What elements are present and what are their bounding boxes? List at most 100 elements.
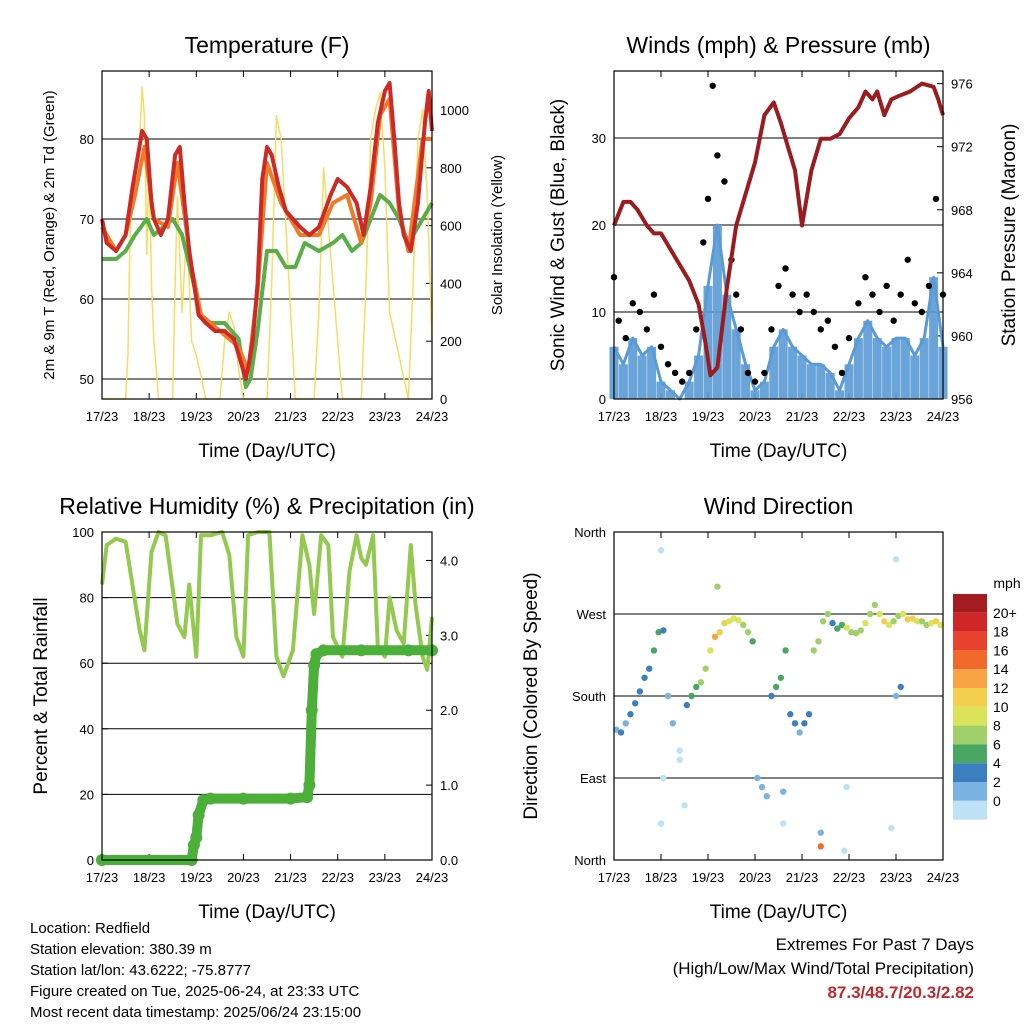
direction-point xyxy=(650,647,658,654)
chart-title: Winds (mph) & Pressure (mb) xyxy=(626,32,930,58)
y-tick-label: 30 xyxy=(592,131,606,146)
direction-point xyxy=(676,747,683,754)
precip-line xyxy=(102,645,432,865)
x-tick-label: 20/23 xyxy=(739,870,772,885)
gust-point xyxy=(883,282,890,290)
direction-point xyxy=(763,793,770,800)
direction-point xyxy=(636,688,644,695)
colorbar-swatch xyxy=(953,706,987,726)
direction-point xyxy=(801,720,808,727)
direction-point xyxy=(819,618,827,625)
x-tick-label: 18/23 xyxy=(133,409,166,424)
direction-point xyxy=(829,619,836,627)
y-right-tick-label: 972 xyxy=(951,140,973,155)
gust-point xyxy=(838,369,846,377)
direction-point xyxy=(711,633,719,640)
plot-border xyxy=(101,70,433,400)
direction-point xyxy=(772,683,780,691)
colorbar-swatch xyxy=(953,594,987,613)
direction-point xyxy=(866,610,874,618)
colorbar-label: 4 xyxy=(993,755,1001,771)
direction-point xyxy=(843,624,850,631)
direction-point xyxy=(688,692,695,700)
x-tick-label: 23/23 xyxy=(880,409,913,424)
y-tick-label: 20 xyxy=(80,787,94,802)
direction-point xyxy=(664,692,672,700)
y-right-axis-label: Solar Insolation (Yellow) xyxy=(489,155,506,315)
x-tick-label: 22/23 xyxy=(321,409,354,424)
direction-point xyxy=(631,700,639,707)
latlon-text: Station lat/lon: 43.6222; -75.8777 xyxy=(30,962,252,979)
plot-border xyxy=(613,531,944,861)
gust-point xyxy=(629,300,636,307)
colorbar-swatch xyxy=(953,669,987,688)
chart-title: Temperature (F) xyxy=(185,32,350,58)
extremes-subtitle: (High/Low/Max Wind/Total Precipitation) xyxy=(672,959,974,978)
gust-point xyxy=(636,308,644,316)
direction-point xyxy=(660,627,667,634)
x-tick-label: 22/23 xyxy=(833,409,866,424)
colorbar-label: 18 xyxy=(993,624,1009,640)
y-right-tick-label: 200 xyxy=(440,334,462,349)
direction-point xyxy=(871,601,879,609)
wind-direction-panel: Wind Direction Time (Day/UTC) 17/23 18/23 19… xyxy=(521,493,959,923)
direction-point xyxy=(876,610,883,618)
y-tick-label: 100 xyxy=(72,525,94,540)
x-axis-label: Time (Day/UTC) xyxy=(710,902,848,923)
direction-point xyxy=(782,647,789,654)
gust-point xyxy=(678,378,686,385)
direction-point xyxy=(622,720,629,727)
gust-point xyxy=(831,343,839,350)
y-tick-label: 60 xyxy=(80,292,94,307)
gust-point xyxy=(796,308,803,316)
x-tick-label: 21/23 xyxy=(274,870,307,885)
gust-point xyxy=(775,282,782,290)
direction-point xyxy=(768,692,775,700)
x-tick-label: 24/23 xyxy=(416,870,449,885)
x-tick-label: 18/23 xyxy=(133,870,166,885)
colorbar-swatch xyxy=(953,763,987,782)
x-tick-label: 17/23 xyxy=(86,409,119,424)
direction-point xyxy=(838,621,846,629)
extremes-box: Extremes For Past 7 Days (High/Low/Max W… xyxy=(673,933,974,1005)
x-tick-label: 19/23 xyxy=(692,409,725,424)
y-right-tick-label: 0.0 xyxy=(440,853,458,868)
gust-point xyxy=(876,308,883,316)
colorbar-label: 6 xyxy=(993,736,1001,752)
gust-point xyxy=(897,291,904,298)
direction-point xyxy=(899,610,907,618)
colorbar-swatch xyxy=(953,631,987,651)
y-tick-label: 70 xyxy=(80,212,94,227)
y-right-tick-label: 2.0 xyxy=(440,703,458,718)
gust-point xyxy=(803,291,810,298)
direction-point xyxy=(714,583,721,590)
direction-point xyxy=(787,711,794,718)
y-right-tick-label: 400 xyxy=(440,276,462,291)
y-tick-label: 80 xyxy=(80,591,94,606)
gust-point xyxy=(615,317,622,324)
x-tick-label: 20/23 xyxy=(227,870,260,885)
x-tick-label: 21/23 xyxy=(786,409,819,424)
gust-point xyxy=(643,326,651,333)
y-tick-label: South xyxy=(572,689,606,704)
x-tick-label: 18/23 xyxy=(645,409,678,424)
y-tick-label: 0 xyxy=(87,853,94,868)
y-tick-label: 10 xyxy=(592,305,606,320)
station-info: Location: Redfield Station elevation: 38… xyxy=(30,918,361,1023)
direction-point xyxy=(744,629,752,636)
direction-point xyxy=(815,638,822,645)
x-tick-label: 17/23 xyxy=(86,870,119,885)
gust-point xyxy=(686,369,693,377)
extremes-values: 87.3/48.7/20.3/2.82 xyxy=(827,983,974,1002)
direction-point xyxy=(834,625,841,632)
colorbar-label: 16 xyxy=(993,642,1009,658)
x-tick-label: 24/23 xyxy=(927,409,960,424)
y-tick-label: East xyxy=(580,771,606,786)
direction-point xyxy=(617,729,625,736)
direction-point xyxy=(657,547,665,554)
direction-point xyxy=(627,711,634,718)
y-axis-label: Sonic Wind & Gust (Blue, Black) xyxy=(548,99,569,371)
y-right-tick-label: 4.0 xyxy=(440,553,458,568)
colorbar-swatch xyxy=(953,688,987,707)
direction-point xyxy=(862,619,869,627)
